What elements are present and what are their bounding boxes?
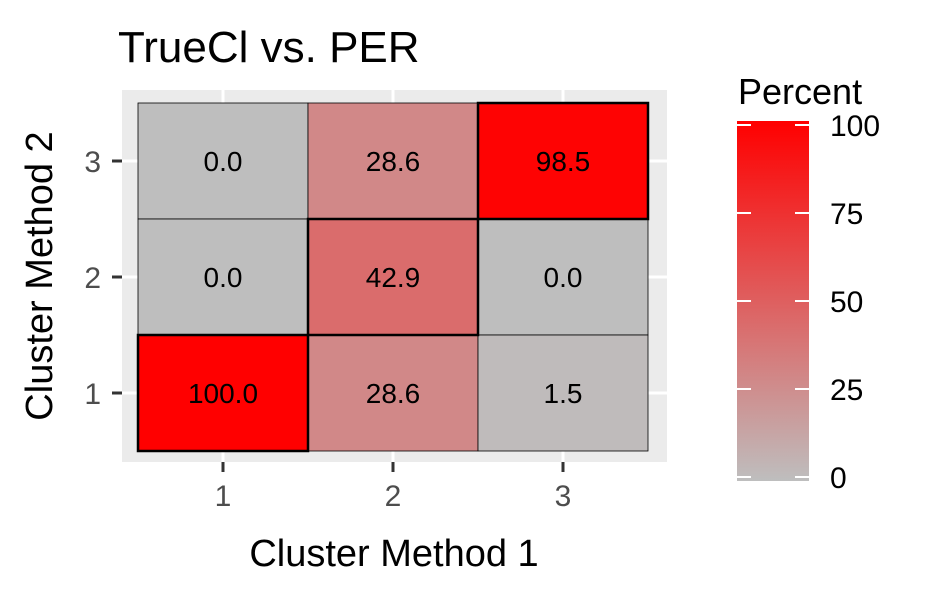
legend: Percent 0 25 50 75 100 [737,71,880,495]
legend-ticks: 0 25 50 75 100 [737,110,880,495]
legend-tick-label: 0 [830,462,847,495]
cell-highlight-border [476,101,650,221]
x-axis-ticks: 1 2 3 [215,462,572,513]
legend-title: Percent [738,71,862,112]
heatmap-cells [137,102,649,452]
y-axis-ticks: 1 2 3 [84,146,122,411]
y-tick-label: 3 [84,146,101,179]
cell-value-label: 42.9 [366,262,421,293]
cell-value-label: 28.6 [366,146,421,177]
cell-highlight-border [306,217,480,337]
legend-tick-label: 100 [830,110,880,143]
x-tick-label: 2 [385,480,402,513]
cell-value-label: 0.0 [204,262,243,293]
cell-highlight-border [136,333,310,453]
x-tick-label: 3 [555,480,572,513]
x-tick-label: 1 [215,480,232,513]
highlight-borders [136,101,650,453]
heatmap-cell [307,102,479,220]
heatmap-cell [477,334,649,452]
cell-labels: 0.0 28.6 98.5 0.0 42.9 0.0 100.0 28.6 1.5 [188,146,590,409]
x-axis-title: Cluster Method 1 [249,533,538,575]
chart-title: TrueCl vs. PER [118,23,420,72]
legend-tick-label: 75 [830,198,863,231]
cell-value-label: 0.0 [544,262,583,293]
cell-value-label: 0.0 [204,146,243,177]
y-tick-label: 2 [84,262,101,295]
y-tick-label: 1 [84,378,101,411]
cell-value-label: 98.5 [536,146,591,177]
legend-tick-label: 25 [830,374,863,407]
cell-value-label: 28.6 [366,378,421,409]
y-axis-title: Cluster Method 2 [19,131,61,420]
legend-tick-label: 50 [830,286,863,319]
cell-value-label: 1.5 [544,378,583,409]
cell-value-label: 100.0 [188,378,258,409]
heatmap-cell [477,218,649,336]
heatmap-cell [307,334,479,452]
